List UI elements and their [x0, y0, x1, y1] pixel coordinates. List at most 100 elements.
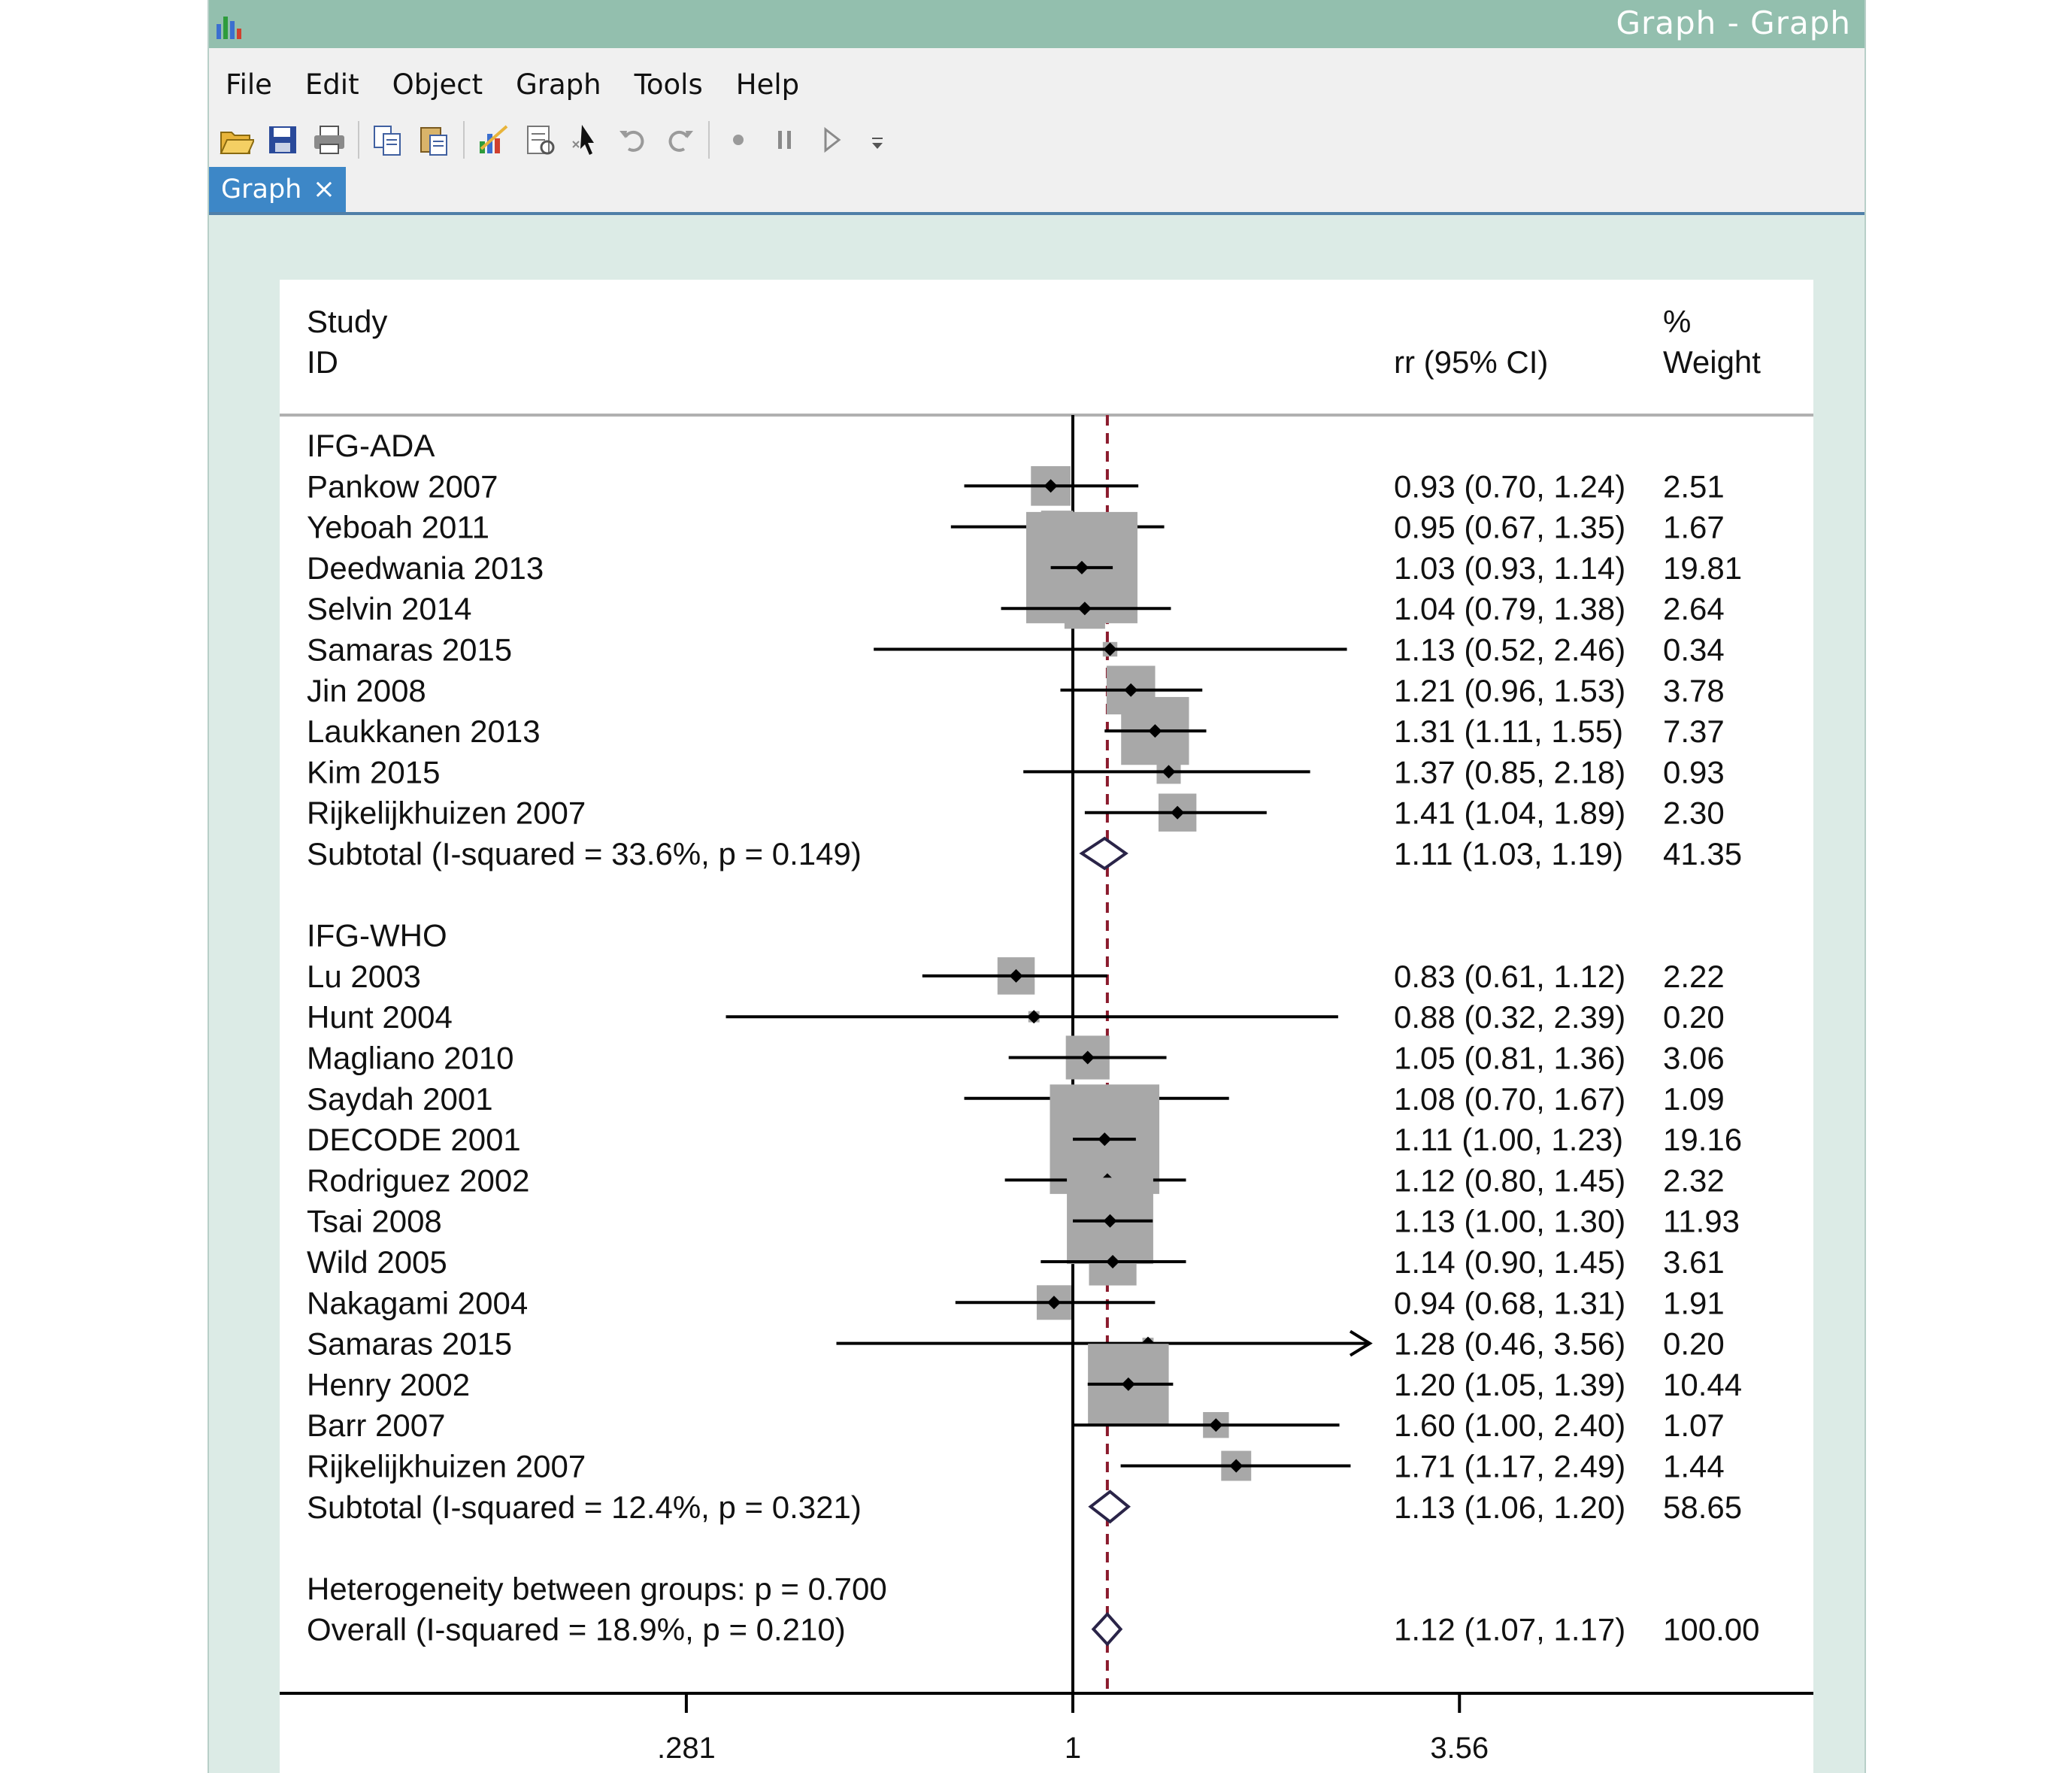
study-label: Hunt 2004	[307, 999, 453, 1035]
tab-strip: Graph ×	[209, 161, 1864, 215]
ci-value: 1.11 (1.00, 1.23)	[1394, 1122, 1623, 1157]
tab-graph[interactable]: Graph ×	[209, 167, 346, 212]
weight-value: 19.16	[1663, 1122, 1742, 1157]
print-icon	[314, 126, 344, 154]
x-tick-label: 1	[1065, 1732, 1081, 1765]
graph-editor-icon	[480, 125, 508, 153]
weight-value: 7.37	[1663, 714, 1725, 749]
subtotal-label: Subtotal (I-squared = 33.6%, p = 0.149)	[307, 836, 862, 871]
ci-value: 1.13 (1.06, 1.20)	[1394, 1490, 1625, 1525]
menu-graph[interactable]: Graph	[516, 68, 601, 101]
play-button[interactable]	[810, 119, 853, 161]
ci-value: 1.60 (1.00, 2.40)	[1394, 1408, 1625, 1443]
ci-value: 0.94 (0.68, 1.31)	[1394, 1285, 1625, 1320]
menu-tools[interactable]: Tools	[634, 68, 703, 101]
ci-value: 1.13 (1.00, 1.30)	[1394, 1204, 1625, 1239]
ci-arrow	[1349, 1329, 1373, 1357]
study-header: Study	[307, 304, 387, 339]
save-button[interactable]	[262, 119, 304, 161]
dropdown-icon	[872, 138, 883, 149]
menu-edit[interactable]: Edit	[304, 68, 359, 101]
point-estimate	[1103, 1214, 1117, 1228]
weight-value: 41.35	[1663, 836, 1742, 871]
graph-canvas: Study ID rr (95% CI)% Weight IFG-ADA Pankow 2…	[280, 280, 1813, 1773]
window-title: Graph - Graph	[1616, 5, 1851, 41]
study-label: Laukkanen 2013	[307, 714, 541, 749]
point-estimate	[1148, 724, 1162, 738]
pointer-button[interactable]	[565, 119, 607, 161]
point-estimate	[1209, 1418, 1223, 1432]
weight-value: 100.00	[1663, 1612, 1759, 1647]
ci-value: 1.13 (0.52, 2.46)	[1394, 632, 1625, 668]
ci-value: 1.03 (0.93, 1.14)	[1394, 550, 1625, 586]
x-tick-label: 3.56	[1430, 1732, 1489, 1765]
pause-icon	[778, 131, 791, 149]
weight-value: 2.22	[1663, 959, 1725, 994]
ci-value: 0.93 (0.70, 1.24)	[1394, 468, 1625, 504]
undo-icon	[619, 130, 644, 152]
weight-value: 19.81	[1663, 550, 1742, 586]
point-estimate	[1080, 1050, 1095, 1065]
ci-value: 1.04 (0.79, 1.38)	[1394, 591, 1625, 626]
x-tick-label: .281	[657, 1732, 716, 1765]
subtotal-label: Overall (I-squared = 18.9%, p = 0.210)	[307, 1612, 846, 1647]
properties-icon	[527, 126, 555, 155]
paste-button[interactable]	[413, 119, 456, 161]
point-estimate	[1077, 602, 1092, 616]
close-icon[interactable]: ×	[312, 174, 335, 205]
study-label: Nakagami 2004	[307, 1285, 528, 1320]
ci-value: 0.95 (0.67, 1.35)	[1394, 510, 1625, 545]
study-label: Henry 2002	[307, 1367, 470, 1402]
ci-header: rr (95% CI)	[1394, 344, 1548, 380]
group-label: IFG-WHO	[307, 918, 447, 953]
point-estimate	[1074, 560, 1089, 574]
ci-value: 1.71 (1.17, 2.49)	[1394, 1449, 1625, 1484]
ci-value: 0.83 (0.61, 1.12)	[1394, 959, 1625, 994]
study-label: Jin 2008	[307, 673, 426, 708]
point-estimate	[1106, 1255, 1120, 1268]
record-icon	[733, 135, 744, 145]
point-estimate	[1162, 765, 1176, 779]
copy-button[interactable]	[367, 119, 409, 161]
study-label: DECODE 2001	[307, 1122, 521, 1157]
forest-plot: Study ID rr (95% CI)% Weight IFG-ADA Pankow 2…	[280, 304, 1813, 1765]
properties-button[interactable]	[519, 119, 561, 161]
undo-button[interactable]	[612, 119, 654, 161]
study-label: Selvin 2014	[307, 591, 472, 626]
title-bar: Graph - Graph	[209, 0, 1864, 48]
menu-file[interactable]: File	[226, 68, 272, 101]
menu-help[interactable]: Help	[735, 68, 800, 101]
ci-value: 0.88 (0.32, 2.39)	[1394, 999, 1625, 1035]
study-label: Barr 2007	[307, 1408, 445, 1443]
open-folder-button[interactable]	[215, 119, 257, 161]
print-button[interactable]	[308, 119, 350, 161]
graph-editor-button[interactable]	[472, 119, 514, 161]
toolbar	[215, 117, 904, 162]
ci-value: 1.41 (1.04, 1.89)	[1394, 796, 1625, 831]
weight-value: 2.30	[1663, 796, 1725, 831]
subtotal-label: Subtotal (I-squared = 12.4%, p = 0.321)	[307, 1490, 862, 1525]
copy-icon	[374, 126, 401, 156]
menu-object[interactable]: Object	[392, 68, 483, 101]
weight-value: 1.44	[1663, 1449, 1725, 1484]
study-label: Pankow 2007	[307, 468, 498, 504]
heterogeneity-text: Heterogeneity between groups: p = 0.700	[307, 1571, 887, 1606]
group-label: IFG-ADA	[307, 428, 435, 463]
point-estimate	[1027, 1010, 1041, 1024]
study-label: Kim 2015	[307, 754, 440, 790]
ci-value: 1.05 (0.81, 1.36)	[1394, 1041, 1625, 1076]
study-label: Rijkelijkhuizen 2007	[307, 796, 586, 831]
play-icon	[824, 126, 841, 153]
weight-value: 0.34	[1663, 632, 1725, 668]
ci-value: 1.21 (0.96, 1.53)	[1394, 673, 1625, 708]
pause-button[interactable]	[764, 119, 806, 161]
ci-value: 1.11 (1.03, 1.19)	[1394, 836, 1623, 871]
dropdown-button[interactable]	[857, 119, 899, 161]
weight-value: 0.20	[1663, 1326, 1725, 1362]
record-button[interactable]	[717, 119, 759, 161]
weight-value: 1.91	[1663, 1285, 1725, 1320]
point-estimate	[1044, 479, 1058, 493]
point-estimate	[1171, 805, 1185, 820]
point-estimate	[1121, 1377, 1135, 1391]
redo-button[interactable]	[659, 119, 701, 161]
